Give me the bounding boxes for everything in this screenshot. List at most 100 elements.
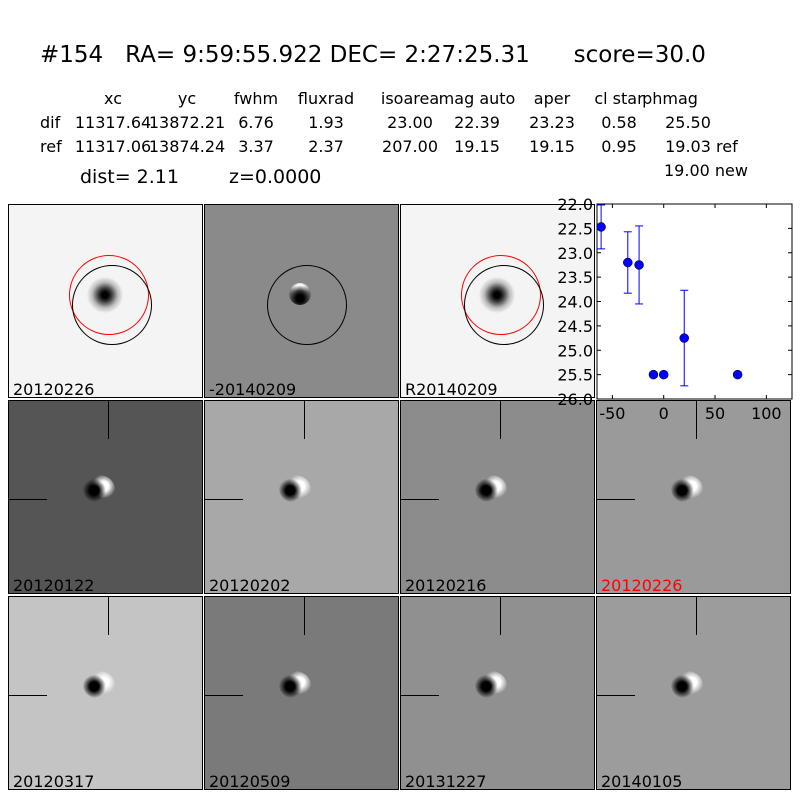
y-tick-label: 23.0 bbox=[557, 244, 593, 263]
stamp-date-label: R20140209 bbox=[405, 380, 498, 398]
y-tick-label: 22.5 bbox=[557, 219, 593, 238]
crosshair-tick-vertical bbox=[108, 401, 109, 439]
difference-blob bbox=[671, 671, 703, 699]
table-cell: 22.39 bbox=[454, 113, 500, 132]
y-tick-label: 25.5 bbox=[557, 366, 593, 385]
row-label: ref bbox=[40, 137, 62, 156]
data-point bbox=[623, 257, 633, 268]
crosshair-tick-vertical bbox=[108, 597, 109, 635]
stamp-date-label: 20120317 bbox=[13, 772, 95, 790]
y-tick-label: 22.0 bbox=[557, 195, 593, 214]
table-cell: 1.93 bbox=[308, 113, 344, 132]
black-aperture-circle bbox=[464, 265, 544, 345]
column-header: xc bbox=[104, 89, 122, 108]
cutout-stamp-top: R20140209 bbox=[400, 204, 595, 398]
table-cell: 2.37 bbox=[308, 137, 344, 156]
lightcurve-chart: 22.0 22.5 23.0 23.5 24.0 24.5 25.0 25.5 26.0 -50 0… bbox=[557, 195, 793, 423]
crosshair-tick-horizontal bbox=[9, 695, 47, 696]
cutout-stamp: 20140105 bbox=[596, 596, 791, 790]
table-cell: 19.15 bbox=[454, 137, 500, 156]
cutout-stamp: 20120226 bbox=[596, 400, 791, 594]
difference-blob bbox=[279, 475, 311, 503]
row-label: dif bbox=[40, 113, 61, 132]
table-cell: 11317.06 bbox=[74, 137, 152, 156]
x-tick-label: 0 bbox=[659, 404, 669, 423]
black-aperture-circle bbox=[267, 265, 347, 345]
data-point bbox=[679, 333, 689, 343]
table-cell: 13872.21 bbox=[148, 113, 226, 132]
table-cell: 0.95 bbox=[601, 137, 637, 156]
crosshair-tick-vertical bbox=[696, 401, 697, 439]
figure-title: #154 RA= 9:59:55.922 DEC= 2:27:25.31 sco… bbox=[40, 42, 706, 68]
cutout-stamp: 20120317 bbox=[8, 596, 203, 790]
column-header: mag auto bbox=[438, 89, 516, 108]
column-header: aper bbox=[533, 89, 571, 108]
table-cell: 23.23 bbox=[529, 113, 575, 132]
crosshair-tick-horizontal bbox=[401, 695, 439, 696]
stamp-date-label: 20120509 bbox=[209, 772, 291, 790]
difference-blob bbox=[671, 475, 703, 503]
table-cell: 25.50 bbox=[665, 113, 711, 132]
table-cell: 0.58 bbox=[601, 113, 637, 132]
new-phmag: 19.00 new bbox=[664, 161, 748, 180]
cutout-stamp: 20131227 bbox=[400, 596, 595, 790]
cutout-stamp-top: -20140209 bbox=[204, 204, 399, 398]
stamp-date-label: 20120226 bbox=[601, 576, 683, 594]
stamp-date-label: 20120226 bbox=[13, 380, 95, 398]
column-header: phmag bbox=[642, 89, 698, 108]
stamp-date-label: -20140209 bbox=[209, 380, 297, 398]
redshift-value: z=0.0000 bbox=[229, 166, 322, 188]
data-point bbox=[732, 369, 743, 380]
crosshair-tick-horizontal bbox=[9, 499, 47, 500]
crosshair-tick-horizontal bbox=[597, 499, 635, 500]
table-cell: 19.03 bbox=[665, 137, 711, 156]
crosshair-tick-horizontal bbox=[597, 695, 635, 696]
y-tick-label: 23.5 bbox=[557, 268, 593, 287]
stamp-date-label: 20120216 bbox=[405, 576, 487, 594]
cutout-stamp: 20120202 bbox=[204, 400, 399, 594]
column-header: isoarea bbox=[380, 89, 440, 108]
y-tick-label: 24.5 bbox=[557, 317, 593, 336]
dist-value: dist= 2.11 bbox=[80, 166, 179, 188]
x-tick-label: -50 bbox=[599, 404, 625, 423]
difference-blob bbox=[475, 671, 507, 699]
crosshair-tick-vertical bbox=[696, 597, 697, 635]
crosshair-tick-horizontal bbox=[205, 499, 243, 500]
y-tick-label: 26.0 bbox=[557, 390, 593, 409]
data-point bbox=[658, 369, 669, 380]
crosshair-tick-vertical bbox=[500, 597, 501, 635]
table-cell: 13874.24 bbox=[148, 137, 226, 156]
table-cell: 23.00 bbox=[387, 113, 433, 132]
table-cell: 6.76 bbox=[238, 113, 274, 132]
row-suffix: ref bbox=[716, 137, 738, 156]
stamp-date-label: 20120202 bbox=[209, 576, 291, 594]
cutout-stamp: 20120122 bbox=[8, 400, 203, 594]
y-tick-label: 25.0 bbox=[557, 341, 593, 360]
table-cell: 3.37 bbox=[238, 137, 274, 156]
cutout-stamp-top: 20120226 bbox=[8, 204, 203, 398]
crosshair-tick-vertical bbox=[500, 401, 501, 439]
difference-blob bbox=[83, 475, 115, 503]
column-header: fluxrad bbox=[297, 89, 355, 108]
table-cell: 207.00 bbox=[382, 137, 438, 156]
crosshair-tick-horizontal bbox=[205, 695, 243, 696]
table-cell: 11317.64 bbox=[74, 113, 152, 132]
plot-area bbox=[596, 203, 793, 400]
difference-blob bbox=[83, 671, 115, 699]
stamp-date-label: 20140105 bbox=[601, 772, 683, 790]
difference-blob bbox=[279, 671, 311, 699]
black-aperture-circle bbox=[72, 265, 152, 345]
column-header: cl star bbox=[594, 89, 644, 108]
table-cell: 19.15 bbox=[529, 137, 575, 156]
y-tick-label: 24.0 bbox=[557, 293, 593, 312]
crosshair-tick-horizontal bbox=[401, 499, 439, 500]
data-point bbox=[596, 222, 606, 232]
stamp-date-label: 20131227 bbox=[405, 772, 487, 790]
data-point bbox=[648, 369, 659, 380]
x-tick-label: 50 bbox=[705, 404, 725, 423]
crosshair-tick-vertical bbox=[304, 597, 305, 635]
crosshair-tick-vertical bbox=[304, 401, 305, 439]
x-tick-label: 100 bbox=[751, 404, 782, 423]
cutout-stamp: 20120509 bbox=[204, 596, 399, 790]
stamp-date-label: 20120122 bbox=[13, 576, 95, 594]
